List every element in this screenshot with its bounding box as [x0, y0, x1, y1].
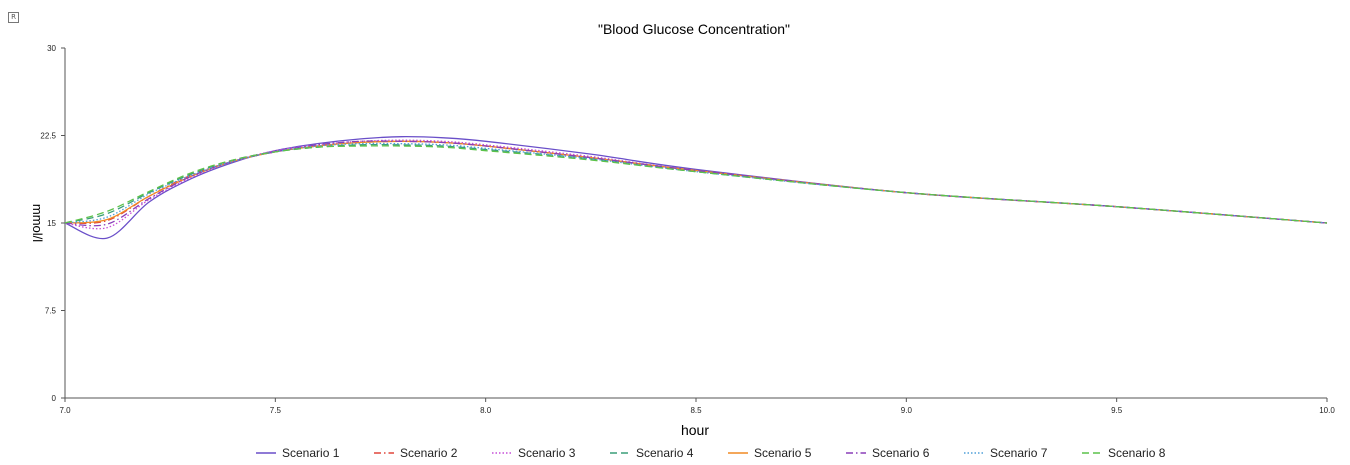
y-tick-label: 22.5: [40, 132, 56, 141]
x-tick-label: 7.0: [59, 406, 71, 415]
y-tick-label: 0: [52, 394, 57, 403]
legend-item-scenario-3[interactable]: Scenario 3: [492, 446, 576, 460]
legend-item-scenario-6[interactable]: Scenario 6: [846, 446, 930, 460]
legend-label: Scenario 3: [518, 446, 576, 460]
series-line-scenario-6: [64, 140, 1328, 227]
x-tick-label: 8.5: [690, 406, 702, 415]
legend-label: Scenario 2: [400, 446, 458, 460]
y-tick-label: 7.5: [45, 307, 57, 316]
series-line-scenario-1: [64, 135, 1328, 240]
x-tick-label: 7.5: [270, 406, 282, 415]
series-lines: [64, 135, 1328, 240]
series-line-scenario-5: [64, 140, 1328, 224]
legend-item-scenario-7[interactable]: Scenario 7: [964, 446, 1048, 460]
x-tick-label: 9.0: [901, 406, 913, 415]
x-tick-label: 8.0: [480, 406, 492, 415]
x-tick-label: 9.5: [1111, 406, 1123, 415]
y-tick-label: 30: [47, 44, 56, 53]
series-line-scenario-3: [64, 139, 1328, 230]
legend-item-scenario-2[interactable]: Scenario 2: [374, 446, 458, 460]
chart-title: "Blood Glucose Concentration": [598, 21, 790, 37]
x-tick-label: 10.0: [1319, 406, 1335, 415]
x-axis-label: hour: [681, 422, 709, 438]
legend-item-scenario-5[interactable]: Scenario 5: [728, 446, 812, 460]
legend-label: Scenario 4: [636, 446, 694, 460]
legend-label: Scenario 7: [990, 446, 1048, 460]
legend-item-scenario-8[interactable]: Scenario 8: [1082, 446, 1166, 460]
legend-label: Scenario 6: [872, 446, 930, 460]
legend-label: Scenario 5: [754, 446, 812, 460]
legend: Scenario 1 Scenario 2 Scenario 3 Scenario 4…: [256, 446, 1166, 460]
y-tick-label: 15: [47, 219, 56, 228]
series-line-scenario-8: [64, 145, 1328, 224]
legend-label: Scenario 8: [1108, 446, 1166, 460]
axes: 0 7.5 15 22.5 30 7.0 7.5 8.0 8.5 9.0 9.5 10.0: [40, 44, 1335, 415]
legend-item-scenario-1[interactable]: Scenario 1: [256, 446, 340, 460]
chart-options-icon[interactable]: R: [8, 12, 19, 23]
legend-item-scenario-4[interactable]: Scenario 4: [610, 446, 694, 460]
y-axis-label: mmol/l: [30, 204, 45, 242]
series-line-scenario-2: [64, 140, 1328, 225]
legend-label: Scenario 1: [282, 446, 340, 460]
